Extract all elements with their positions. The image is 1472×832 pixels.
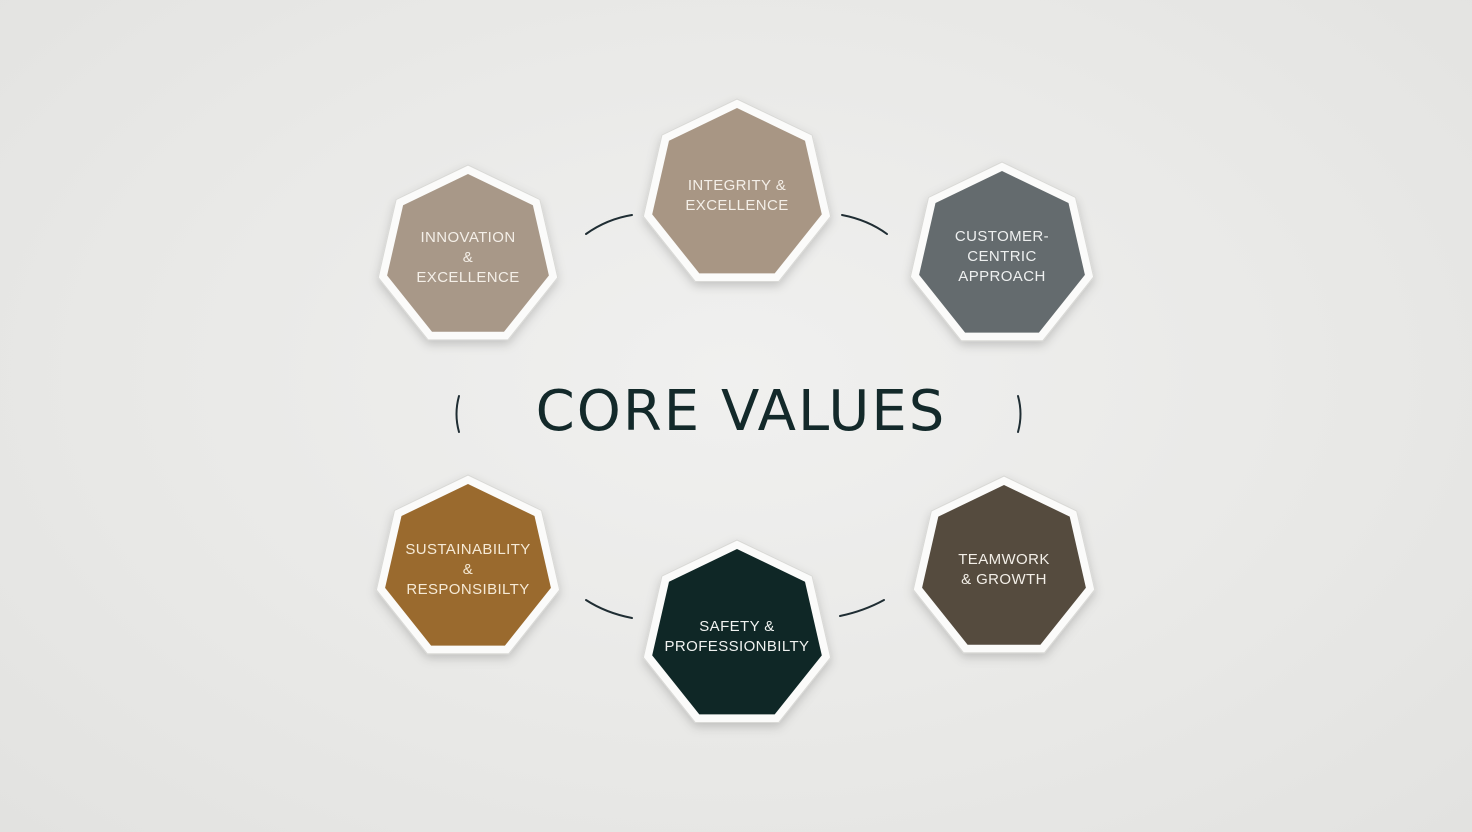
value-badge-sustainability-responsibility <box>375 474 561 655</box>
connector-arc-bottom-right <box>839 599 885 617</box>
badge-fill <box>652 549 822 715</box>
value-badge-customer-centric-approach <box>909 161 1095 342</box>
value-badge-teamwork-growth <box>912 475 1096 654</box>
badge-fill <box>385 484 551 646</box>
bracket-right <box>1017 395 1022 433</box>
badge-fill <box>387 174 549 332</box>
connector-arcs <box>455 214 1022 619</box>
value-badge-integrity-excellence <box>642 98 832 282</box>
badge-fill <box>652 108 822 274</box>
connector-arc-bottom-left <box>585 599 633 619</box>
value-badges <box>375 98 1096 723</box>
bracket-left <box>455 395 460 433</box>
badge-fill <box>922 485 1086 645</box>
page-title: CORE VALUES <box>535 379 947 444</box>
badge-fill <box>919 171 1085 333</box>
value-badge-safety-professionalism <box>642 539 832 723</box>
connector-arc-top-right <box>841 214 888 235</box>
value-badge-innovation-excellence <box>377 164 559 341</box>
connector-arc-top-left <box>585 214 633 235</box>
